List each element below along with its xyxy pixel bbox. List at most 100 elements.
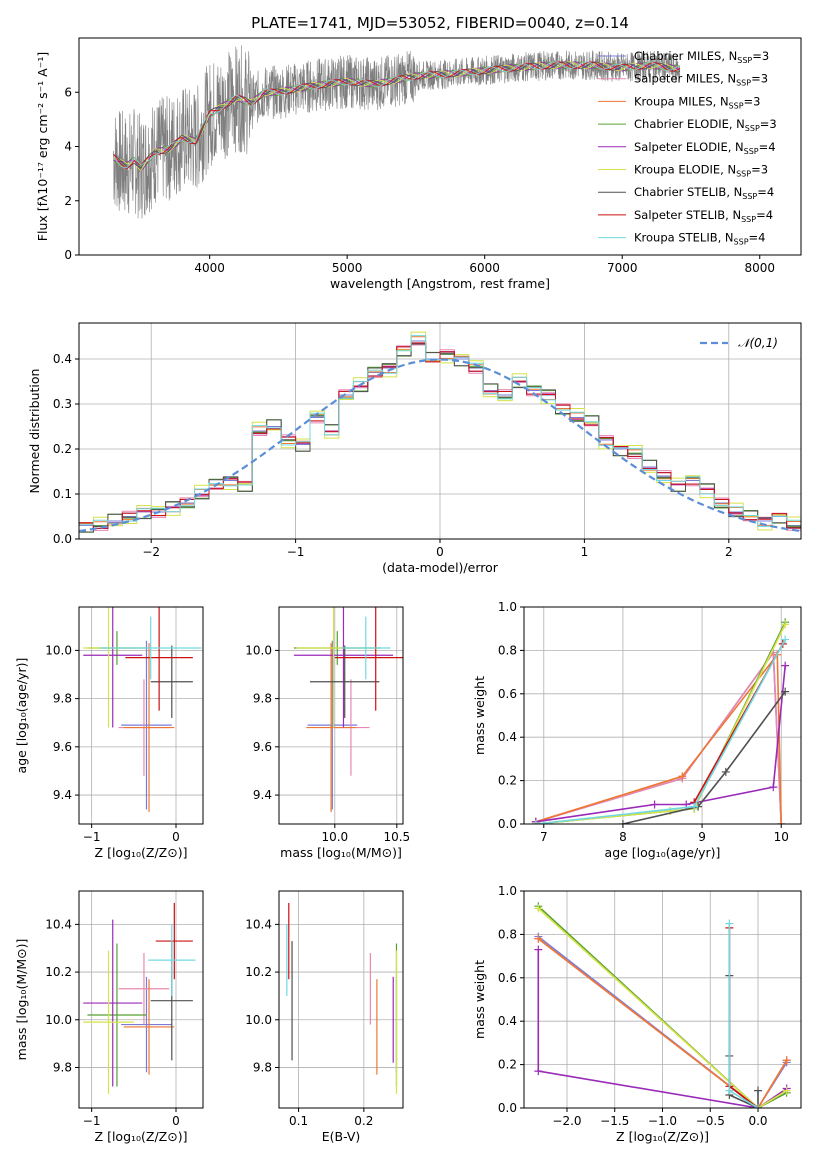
legend-entry: 𝒩(0,1) [738, 336, 778, 350]
plot-area [293, 607, 403, 812]
y-tick-label: 10.2 [245, 965, 272, 979]
y-tick-label: 10.0 [245, 1013, 272, 1027]
x-tick-label: 8 [619, 830, 627, 844]
x-axis-label: Z [log₁₀(Z/Z⊙)] [616, 1129, 709, 1144]
y-tick-label: 0.4 [498, 1014, 517, 1028]
y-tick-label: 9.6 [253, 740, 272, 754]
page-title: PLATE=1741, MJD=53052, FIBERID=0040, z=0… [251, 14, 629, 32]
model-spectrum [113, 61, 681, 168]
y-tick-label: 4 [64, 140, 72, 154]
y-tick-label: 9.8 [253, 692, 272, 706]
y-tick-label: 0.0 [53, 532, 72, 546]
y-tick-label: 0.1 [53, 487, 72, 501]
plot-area [286, 902, 398, 1094]
x-tick-label: −1 [83, 1114, 101, 1128]
y-tick-label: 1.0 [498, 884, 517, 898]
plot-frame [78, 890, 204, 1109]
x-tick-label: 0.2 [354, 1114, 373, 1128]
y-tick-label: 0.0 [498, 1101, 517, 1115]
y-tick-label: 9.6 [53, 740, 72, 754]
x-axis-label: mass [log₁₀(M/M⊙)] [280, 845, 402, 860]
weight-point [781, 687, 790, 696]
x-tick-label: 5000 [332, 261, 363, 275]
y-tick-label: 9.8 [53, 692, 72, 706]
y-axis-label: mass weight [472, 676, 487, 755]
weight-point [690, 802, 699, 811]
x-tick-label: 10.5 [383, 830, 410, 844]
y-tick-label: 1.0 [498, 600, 517, 614]
weight-point [618, 820, 627, 824]
y-axis-label: age [log₁₀(age/yr)] [14, 658, 29, 774]
legend-entry: Kroupa STELIB, NSSP=4 [634, 231, 765, 247]
y-tick-label: 9.8 [53, 1060, 72, 1074]
x-tick-label: 6000 [469, 261, 500, 275]
x-tick-label: −2.0 [552, 1114, 581, 1128]
y-tick-label: 0.8 [498, 927, 517, 941]
weight-point [781, 635, 790, 644]
y-axis-label: Flux [fλ10⁻¹⁷ erg cm⁻² s⁻¹ A⁻¹] [35, 52, 50, 241]
y-tick-label: 10.0 [45, 1013, 72, 1027]
y-tick-label: 0.8 [498, 643, 517, 657]
y-tick-label: 0.6 [498, 971, 517, 985]
y-axis-label: mass [log₁₀(M/M⊙)] [14, 939, 29, 1061]
weight-point [725, 919, 734, 928]
plot-area [534, 902, 791, 1108]
x-tick-label: −1.5 [600, 1114, 629, 1128]
x-axis-label: (data-model)/error [382, 560, 499, 575]
legend-entry: Kroupa ELODIE, NSSP=3 [634, 163, 768, 179]
weight-point [754, 1104, 763, 1108]
y-tick-label: 9.4 [253, 788, 272, 802]
y-tick-label: 10.0 [245, 643, 272, 657]
y-tick-label: 0.3 [53, 397, 72, 411]
weight-point [534, 934, 543, 943]
y-tick-label: 9.4 [53, 788, 72, 802]
x-axis-label: wavelength [Angstrom, rest frame] [330, 276, 550, 291]
weight-line [535, 650, 782, 824]
plot-frame [78, 322, 802, 540]
x-tick-label: 0 [172, 1114, 180, 1128]
weight-line [728, 927, 759, 1108]
panel-z-mass: −1 0 9.8 10.0 10.2 10.4 Z [log₁₀(Z/Z⊙)] mass [l… [14, 890, 204, 1144]
plot-frame [278, 890, 404, 1109]
y-tick-label: 10.0 [45, 643, 72, 657]
weight-line [535, 621, 786, 824]
x-tick-label: 2 [725, 545, 733, 559]
y-tick-label: 0.2 [53, 442, 72, 456]
legend-entry: Kroupa MILES, NSSP=3 [634, 94, 760, 110]
panel-residuals: −2 −1 0 1 2 0.0 0.1 0.2 0.3 0.4 (data-model)/error… [27, 322, 802, 575]
weight-line [535, 624, 786, 824]
histogram-step [79, 335, 801, 539]
x-tick-label: 0 [436, 545, 444, 559]
weight-point [782, 1086, 791, 1095]
panel-weight-z: −2.0 −1.5 −1.0 −0.5 0.0 0.0 0.2 0.4 0.6 0.8 1.0 Z [… [472, 884, 802, 1144]
weight-point [678, 772, 687, 781]
weight-line [537, 907, 788, 1108]
plot-frame [278, 606, 404, 825]
legend-entry: Salpeter STELIB, NSSP=4 [634, 208, 773, 224]
legend-entry: Chabrier MILES, NSSP=3 [634, 49, 769, 65]
x-axis-label: Z [log₁₀(Z/Z⊙)] [95, 1129, 188, 1144]
normal-curve [79, 358, 801, 533]
y-tick-label: 0 [64, 248, 72, 262]
weight-line [535, 639, 786, 824]
x-axis-label: Z [log₁₀(Z/Z⊙)] [95, 845, 188, 860]
y-tick-label: 10.4 [45, 917, 72, 931]
weight-point [782, 1056, 791, 1065]
x-axis-label: E(B-V) [322, 1129, 361, 1144]
y-tick-label: 10.2 [45, 965, 72, 979]
y-tick-label: 0.4 [53, 352, 72, 366]
plot-area [79, 331, 801, 539]
weight-line [537, 949, 788, 1108]
legend-entry: Salpeter ELODIE, NSSP=4 [634, 140, 776, 156]
weight-line [537, 905, 788, 1108]
x-tick-label: −2 [142, 545, 160, 559]
plot-area [83, 902, 196, 1094]
x-tick-label: −1 [287, 545, 305, 559]
x-tick-label: 0 [172, 830, 180, 844]
y-tick-label: 0.2 [498, 774, 517, 788]
weight-point [754, 1086, 763, 1095]
weight-line [622, 691, 786, 824]
weight-line [537, 938, 788, 1108]
